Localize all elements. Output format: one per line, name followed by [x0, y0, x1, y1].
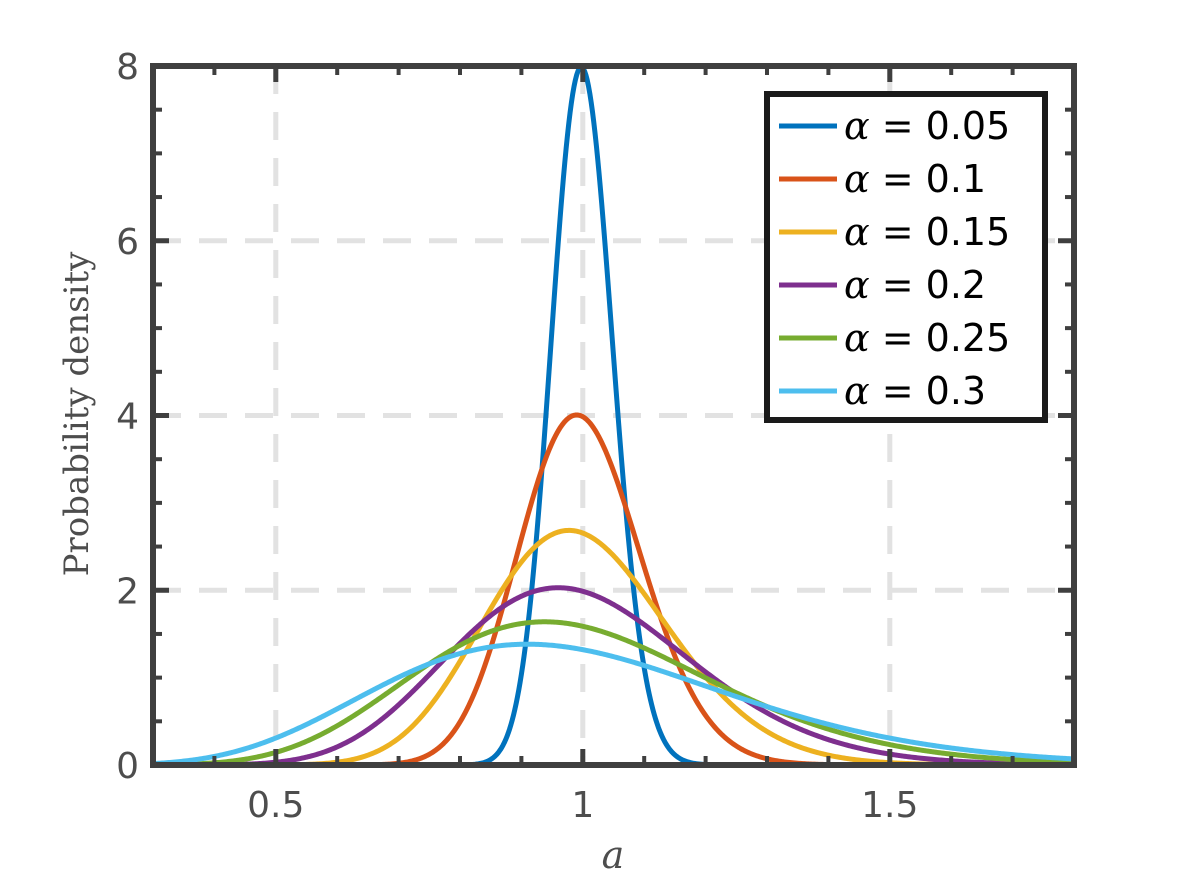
x-tick-label: 1.5 [861, 785, 918, 826]
y-tick-label: 0 [116, 746, 139, 787]
y-tick-label: 4 [116, 397, 139, 438]
x-axis-title: a [602, 833, 625, 877]
legend-label-3: α = 0.15 [844, 210, 1010, 254]
x-tick-label: 1 [571, 785, 594, 826]
legend-label-6: α = 0.3 [844, 369, 986, 413]
series-line-5 [150, 619, 1077, 768]
x-tick-label: 0.5 [247, 785, 304, 826]
y-tick-label: 6 [116, 222, 139, 263]
y-tick-label: 8 [116, 47, 139, 88]
y-tick-label: 2 [116, 571, 139, 612]
legend-label-2: α = 0.1 [844, 157, 986, 201]
legend-label-1: α = 0.05 [844, 104, 1010, 148]
legend-label-4: α = 0.2 [844, 263, 986, 307]
series-line-4 [150, 585, 1077, 768]
legend: α = 0.05 α = 0.1 α = 0.15 α = 0.2 α = 0.25 α … [764, 91, 1048, 423]
legend-label-5: α = 0.25 [844, 316, 1010, 360]
series-line-6 [150, 641, 1077, 767]
ticks [151, 63, 1076, 768]
y-axis-title: Probability density [57, 251, 97, 576]
legend-box [764, 91, 1048, 423]
tick-labels: 0.5 1 1.5 0 2 4 6 8 [116, 47, 918, 826]
